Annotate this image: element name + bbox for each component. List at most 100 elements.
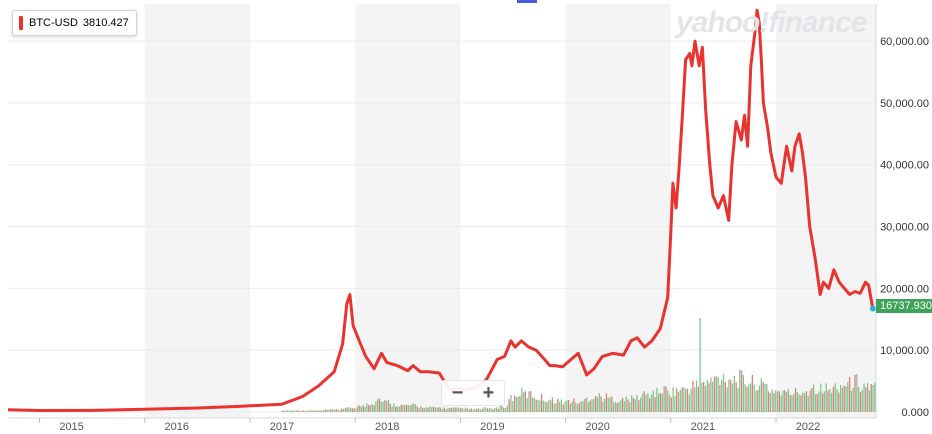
zoom-in-button[interactable]: + <box>482 382 495 404</box>
volume-bar <box>333 409 336 412</box>
volume-bars <box>281 318 876 412</box>
volume-bar <box>375 401 377 412</box>
volume-bar <box>495 407 498 412</box>
volume-bar <box>712 381 714 412</box>
volume-bar <box>724 382 726 412</box>
volume-bar <box>627 399 629 412</box>
volume-bar <box>856 373 858 412</box>
volume-bar <box>593 398 595 412</box>
volume-bar <box>688 394 690 412</box>
range-handle[interactable] <box>517 0 537 3</box>
volume-bar <box>809 390 811 412</box>
volume-bar <box>294 410 296 412</box>
volume-bar <box>530 391 532 412</box>
volume-bar <box>722 373 725 412</box>
btc-price-line <box>7 8 875 412</box>
volume-bar <box>425 407 427 412</box>
volume-bar <box>306 410 309 412</box>
volume-bar <box>704 385 707 412</box>
volume-bar <box>544 401 546 412</box>
volume-bar <box>802 392 804 412</box>
volume-bar <box>360 406 363 412</box>
volume-bar <box>301 410 303 412</box>
volume-bar <box>380 401 382 412</box>
volume-bar <box>281 410 283 412</box>
volume-bar <box>618 401 620 412</box>
volume-bar <box>342 408 345 412</box>
volume-bar <box>519 396 521 412</box>
zoom-out-button[interactable]: − <box>451 382 464 404</box>
volume-bar <box>827 390 829 412</box>
volume-bar <box>331 409 334 412</box>
volume-bar <box>357 406 359 412</box>
volume-bar <box>852 387 854 412</box>
volume-bar <box>576 404 579 412</box>
volume-bar <box>616 403 618 412</box>
volume-bar <box>393 403 395 412</box>
volume-bar <box>335 409 337 412</box>
volume-bar <box>656 387 658 412</box>
volume-bar <box>483 407 485 412</box>
volume-bar <box>609 397 611 412</box>
volume-bar <box>694 387 696 412</box>
volume-bar <box>640 397 642 412</box>
volume-bar <box>829 389 831 412</box>
volume-bar <box>847 382 849 412</box>
volume-bar <box>739 369 741 412</box>
volume-bar <box>598 393 600 412</box>
volume-bar <box>308 410 310 412</box>
volume-bar <box>814 394 817 412</box>
volume-bar <box>854 374 856 412</box>
volume-bar <box>452 407 454 412</box>
year-band <box>565 4 671 418</box>
volume-bar <box>312 410 314 412</box>
volume-bar <box>872 385 874 412</box>
volume-bar <box>497 408 500 412</box>
volume-bar <box>845 386 847 412</box>
volume-bar <box>371 404 373 412</box>
volume-bar <box>726 387 728 412</box>
yahoo-finance-watermark: yahoo!finance <box>676 6 867 39</box>
volume-bar <box>676 388 678 412</box>
volume-bar <box>283 410 285 412</box>
legend-value: 3810.427 <box>82 17 129 29</box>
volume-bar <box>742 374 744 412</box>
x-tick-label: 2015 <box>59 421 83 433</box>
volume-bar <box>339 410 341 412</box>
volume-bar <box>537 399 539 412</box>
volume-bar <box>771 389 773 412</box>
year-band <box>355 4 461 418</box>
volume-bar <box>866 383 869 412</box>
series-legend[interactable]: BTC-USD 3810.427 <box>12 10 137 36</box>
current-price-tag: 16737.930 <box>876 299 932 313</box>
volume-bar <box>636 394 638 412</box>
volume-bar <box>564 401 566 412</box>
volume-bar <box>313 410 316 412</box>
volume-bar <box>600 396 602 412</box>
volume-bar <box>647 393 649 412</box>
volume-bar <box>449 407 451 412</box>
volume-bar <box>784 390 786 412</box>
volume-bar <box>658 393 660 412</box>
volume-bar <box>848 377 851 412</box>
volume-bar <box>836 389 838 412</box>
volume-bar <box>350 407 352 412</box>
volume-bar <box>364 406 366 412</box>
volume-bar <box>672 387 674 412</box>
volume-bar <box>413 403 415 412</box>
legend-swatch <box>19 16 23 30</box>
volume-bar <box>557 398 559 412</box>
volume-bar <box>622 397 624 412</box>
volume-bar <box>870 384 872 412</box>
volume-bar <box>857 387 860 412</box>
volume-bar <box>429 406 431 412</box>
volume-bar <box>387 399 390 412</box>
volume-bar <box>531 397 534 412</box>
volume-bar <box>540 393 543 412</box>
volume-bar <box>432 406 435 412</box>
volume-bar <box>659 393 662 412</box>
volume-bar <box>749 383 752 412</box>
volume-bar <box>494 408 496 412</box>
y-tick-label: 40,000.00 <box>880 160 929 172</box>
